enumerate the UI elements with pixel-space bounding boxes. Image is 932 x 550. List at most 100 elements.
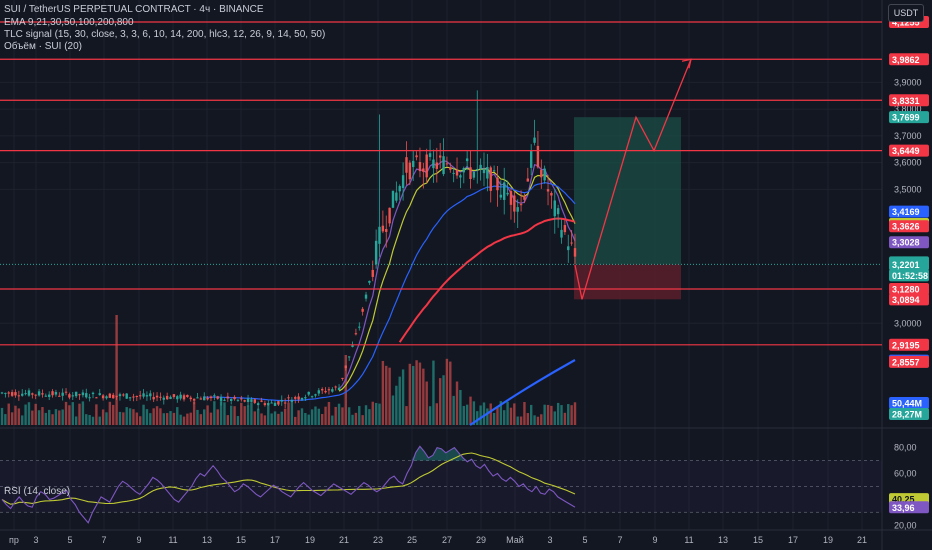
volume-bar: [321, 414, 324, 425]
time-axis[interactable]: пр 3 5 7 9 11 13 15 17 19 21 23 25 27 29 Май 3 5 7 9 11 13 15 1…: [9, 535, 867, 545]
candle-body: [371, 269, 374, 277]
candle-body: [256, 403, 260, 406]
projection-path[interactable]: [574, 58, 692, 300]
candle-body: [462, 167, 465, 173]
candle-body: [280, 400, 283, 402]
volume-bar: [122, 412, 125, 425]
volume-bar: [159, 408, 162, 425]
volume-bar: [445, 358, 449, 425]
candle-body: [381, 225, 385, 232]
price-badge: 3,7699: [889, 111, 929, 124]
volume-bars: [0, 315, 577, 425]
currency-button[interactable]: USDT: [888, 4, 924, 22]
candle-body: [310, 396, 314, 398]
volume-legend[interactable]: Объём · SUI (20): [4, 41, 82, 52]
volume-bar: [435, 403, 439, 425]
candle-body: [469, 167, 472, 179]
volume-bar: [179, 414, 182, 425]
volume-bar: [334, 406, 337, 425]
badge-background: [889, 94, 929, 107]
volume-bar: [233, 406, 236, 425]
candle-body: [186, 394, 189, 398]
candle-body: [506, 192, 509, 195]
ema-9-line: [338, 159, 576, 390]
ema-legend[interactable]: EMA 9,21,30,50,100,200,800: [4, 17, 134, 28]
volume-bar: [401, 369, 405, 425]
price-axis[interactable]: 3,9000 3,8000 3,7000 3,6000 3,5000 3,0000 80,0…: [889, 16, 929, 530]
volume-bar: [105, 412, 108, 425]
candle-body: [398, 186, 401, 192]
badge-label: 3,0894: [892, 295, 920, 305]
volume-bar: [196, 409, 199, 425]
candle-body: [10, 392, 14, 396]
volume-bar: [314, 406, 317, 425]
volume-bar: [347, 407, 351, 425]
time-tick-label: 17: [788, 535, 798, 545]
volume-bar: [176, 407, 179, 425]
volume-bar: [560, 405, 563, 425]
candle-body: [344, 365, 347, 369]
candle-body: [240, 398, 243, 400]
candle-body: [563, 225, 567, 233]
time-tick-label: 21: [857, 535, 867, 545]
volume-bar: [17, 408, 21, 425]
volume-bar: [41, 407, 44, 425]
rsi-badge: 33,96: [889, 501, 929, 514]
badge-label: 3,8331: [892, 96, 920, 106]
volume-bar: [226, 415, 230, 425]
volume-bar: [10, 412, 14, 425]
time-tick-label: 3: [33, 535, 38, 545]
candle-body: [37, 391, 41, 396]
volume-bar: [432, 360, 435, 425]
volume-bar: [412, 366, 415, 425]
volume-bar: [529, 404, 533, 425]
volume-bar: [526, 413, 530, 425]
volume-bar: [476, 411, 479, 425]
volume-bar: [374, 402, 378, 425]
candle-body: [422, 168, 425, 172]
candle-body: [516, 207, 519, 212]
rsi-panel: [0, 445, 882, 524]
candle-body: [459, 175, 462, 178]
candle-body: [162, 397, 165, 400]
volume-bar: [27, 402, 31, 425]
badge-label: 3,3626: [892, 222, 920, 232]
volume-bar: [405, 406, 408, 425]
candle-body: [327, 389, 331, 391]
volume-bar: [297, 410, 300, 425]
time-tick-label: 5: [67, 535, 72, 545]
candle-body: [385, 229, 388, 232]
candle-body: [297, 396, 300, 400]
volume-bar: [54, 409, 58, 425]
tlc-legend[interactable]: TLC signal (15, 30, close, 3, 3, 6, 10, …: [4, 29, 326, 40]
price-badge: 3,9862: [889, 53, 929, 66]
candle-body: [465, 158, 469, 162]
price-tick-label: 3,0000: [894, 318, 922, 328]
candle-body: [189, 397, 192, 400]
candle-body: [14, 392, 17, 396]
volume-bar: [337, 403, 341, 425]
volume-bar: [250, 402, 253, 425]
time-tick-label: 27: [442, 535, 452, 545]
badge-background: [889, 501, 929, 514]
candle-body: [540, 169, 543, 178]
candle-body: [425, 154, 428, 178]
rsi-legend[interactable]: RSI (14, close): [4, 486, 71, 497]
candle-body: [347, 356, 351, 358]
volume-bar: [243, 406, 246, 425]
price-tick-label: 3,8000: [894, 104, 922, 114]
volume-bar: [351, 414, 354, 425]
volume-bar: [556, 402, 560, 425]
candle-body: [455, 169, 459, 176]
rsi-tick-label: 80,00: [894, 443, 917, 453]
volume-bar: [253, 411, 256, 425]
volume-bar: [162, 413, 165, 425]
volume-bar: [428, 406, 432, 425]
horizontal-levels[interactable]: [0, 21, 882, 346]
volume-bar: [0, 407, 4, 425]
time-tick-label: 21: [339, 535, 349, 545]
symbol-title[interactable]: SUI / TetherUS PERPETUAL CONTRACT · 4ч ·…: [4, 4, 264, 15]
candle-body: [236, 399, 240, 401]
candle-body: [34, 394, 37, 396]
